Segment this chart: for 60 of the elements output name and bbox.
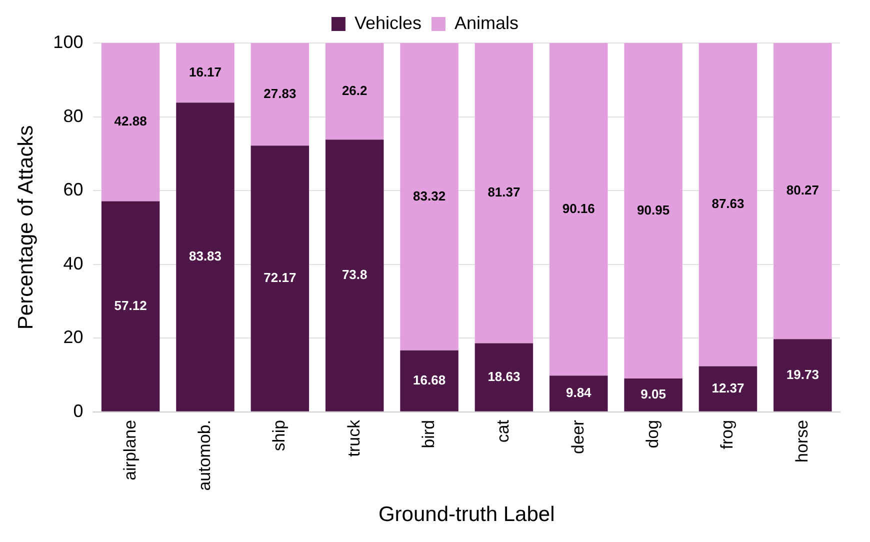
bar: [325, 43, 384, 140]
legend-label: Animals: [454, 12, 519, 33]
x-tick-label: frog: [718, 420, 737, 450]
bar: [400, 43, 458, 350]
y-tick-label: 40: [63, 253, 84, 274]
bar: [774, 43, 832, 340]
x-tick-label: ship: [270, 420, 289, 452]
bar: [101, 43, 160, 202]
bar: [550, 43, 608, 376]
x-tick-label: bird: [418, 420, 438, 448]
bar: [474, 343, 534, 412]
y-tick-label: 0: [73, 400, 84, 421]
legend-label: Vehicles: [354, 12, 422, 33]
y-tick-label: 80: [63, 106, 84, 126]
bar: [250, 43, 310, 146]
bar: [624, 378, 682, 412]
bar: [325, 140, 384, 412]
y-tick-label: 20: [63, 327, 84, 348]
bar: [250, 146, 310, 412]
data-label: 16.68: [413, 372, 446, 388]
bar: [774, 339, 832, 412]
data-label: 73.8: [342, 267, 368, 282]
data-label: 80.27: [786, 182, 819, 198]
bar: [474, 43, 534, 344]
bar: [101, 201, 160, 412]
data-label: 83.83: [188, 248, 222, 264]
data-label: 57.12: [114, 298, 147, 313]
x-tick-label: dog: [642, 420, 662, 448]
y-tick-label: 60: [63, 180, 84, 200]
y-tick-label: 100: [53, 32, 84, 52]
bar: [400, 350, 458, 412]
data-label: 9.84: [566, 385, 592, 400]
x-tick-label: automob.: [194, 420, 214, 491]
bar: [176, 43, 234, 103]
x-tick-label: cat: [494, 420, 513, 443]
data-label: 72.17: [264, 270, 296, 286]
y-axis-title: Percentage of Attacks: [14, 125, 38, 330]
data-label: 42.88: [114, 114, 147, 129]
data-label: 90.95: [637, 202, 670, 218]
data-label: 87.63: [712, 196, 744, 212]
x-tick-label: airplane: [120, 420, 140, 480]
data-label: 18.63: [488, 368, 520, 384]
bar: [698, 366, 758, 412]
bar: [624, 43, 682, 379]
data-label: 12.37: [712, 380, 744, 396]
data-label: 19.73: [786, 366, 819, 382]
data-label: 27.83: [264, 86, 296, 101]
bar: [550, 376, 608, 412]
bar: [698, 43, 758, 366]
data-label: 81.37: [488, 184, 520, 200]
x-axis-title: Ground-truth Label: [378, 503, 555, 526]
data-label: 16.17: [188, 64, 222, 80]
bar: [176, 102, 234, 412]
data-label: 26.2: [342, 82, 368, 98]
x-tick-label: truck: [344, 419, 364, 457]
data-label: 83.32: [413, 188, 446, 204]
x-tick-label: deer: [568, 420, 588, 454]
x-tick-label: horse: [792, 420, 812, 462]
data-label: 90.16: [562, 200, 595, 216]
data-label: 9.05: [640, 386, 666, 402]
